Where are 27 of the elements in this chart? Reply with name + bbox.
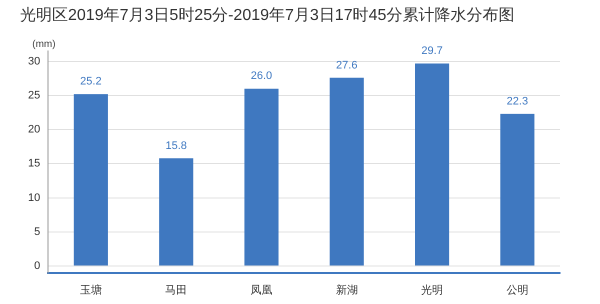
- bar: [415, 63, 450, 266]
- chart-title: 光明区2019年7月3日5时25分-2019年7月3日17时45分累计降水分布图: [20, 6, 514, 24]
- x-tick-label: 马田: [165, 284, 188, 296]
- data-label: 15.8: [165, 140, 187, 152]
- y-axis-title: (mm): [32, 38, 56, 50]
- data-label: 26.0: [250, 70, 272, 82]
- y-tick-label: 5: [34, 226, 40, 238]
- y-tick-label: 10: [28, 192, 40, 204]
- x-tick-label: 凤凰: [250, 284, 272, 296]
- x-tick-label: 公明: [506, 284, 528, 296]
- bar: [74, 94, 108, 266]
- data-label: 22.3: [506, 95, 528, 108]
- x-tick-label: 新湖: [336, 283, 358, 296]
- data-label: 27.6: [336, 59, 358, 72]
- bar: [500, 114, 534, 266]
- y-tick-label: 25: [28, 90, 40, 102]
- y-tick-label: 15: [28, 158, 40, 170]
- data-label: 29.7: [421, 45, 443, 58]
- data-label: 25.2: [80, 76, 102, 88]
- bar: [244, 88, 279, 266]
- bar: [159, 158, 194, 266]
- x-tick-label: 玉塘: [80, 283, 102, 296]
- y-tick-label: 0: [34, 260, 40, 272]
- y-tick-label: 20: [28, 124, 40, 136]
- x-tick-label: 光明: [421, 283, 444, 296]
- y-tick-label: 30: [28, 55, 40, 68]
- bar: [330, 78, 364, 266]
